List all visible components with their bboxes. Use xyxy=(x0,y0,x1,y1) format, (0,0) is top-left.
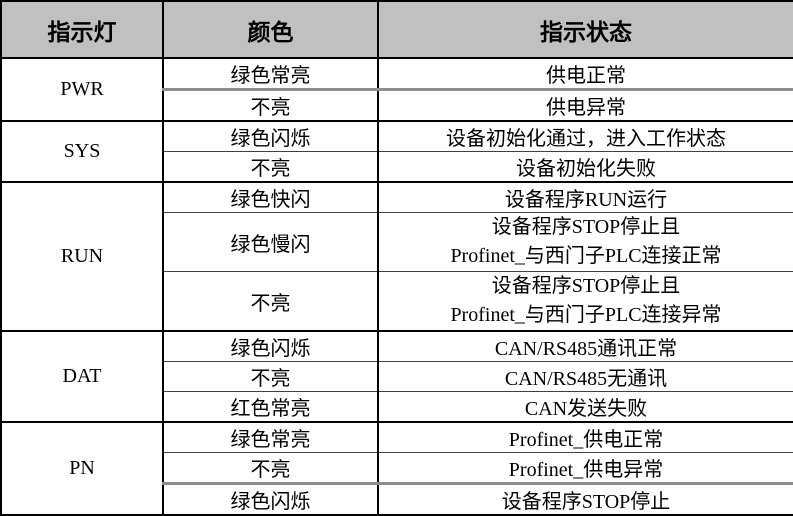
color-cell: 不亮 xyxy=(162,88,378,121)
column-header-state: 指示状态 xyxy=(377,1,793,59)
header-row: 指示灯 颜色 指示状态 xyxy=(1,1,793,59)
state-line: 设备程序STOP停止且 xyxy=(491,275,681,297)
color-cell: 绿色慢闪 xyxy=(162,212,378,272)
state-cell: 设备程序RUN运行 xyxy=(377,181,793,213)
state-cell: CAN发送失败 xyxy=(377,391,793,422)
state-cell: 供电正常 xyxy=(377,57,793,90)
state-cell: 设备程序STOP停止且 Profinet_与西门子PLC连接正常 xyxy=(377,212,793,272)
table-row: 不亮 设备初始化失败 xyxy=(1,151,793,182)
state-line: Profinet_与西门子PLC连接异常 xyxy=(450,304,722,326)
state-cell: 设备初始化通过，进入工作状态 xyxy=(377,120,793,152)
table-row: 不亮 设备程序STOP停止且 Profinet_与西门子PLC连接异常 xyxy=(1,271,793,331)
table-row: SYS 绿色闪烁 设备初始化通过，进入工作状态 xyxy=(1,120,793,182)
state-cell: CAN/RS485通讯正常 xyxy=(377,330,793,362)
color-cell: 不亮 xyxy=(162,271,378,331)
state-cell: Profinet_供电异常 xyxy=(377,452,793,484)
indicator-cell-pn: PN xyxy=(1,421,163,515)
state-cell: 供电异常 xyxy=(377,88,793,121)
table-row: 不亮 CAN/RS485无通讯 xyxy=(1,361,793,392)
table-row: 不亮 供电异常 xyxy=(1,88,793,121)
state-cell: 设备程序STOP停止 xyxy=(377,482,793,515)
table-row: 不亮 Profinet_供电异常 xyxy=(1,452,793,484)
state-line: Profinet_与西门子PLC连接正常 xyxy=(450,245,722,267)
state-cell: CAN/RS485无通讯 xyxy=(377,361,793,392)
column-header-color: 颜色 xyxy=(162,1,378,59)
table-row: DAT 绿色闪烁 CAN/RS485通讯正常 xyxy=(1,330,793,422)
color-cell: 不亮 xyxy=(162,452,378,484)
state-cell: 设备程序STOP停止且 Profinet_与西门子PLC连接异常 xyxy=(377,271,793,331)
color-cell: 绿色闪烁 xyxy=(162,120,378,152)
state-cell: Profinet_供电正常 xyxy=(377,421,793,453)
column-header-indicator: 指示灯 xyxy=(1,1,163,59)
color-cell: 不亮 xyxy=(162,151,378,182)
state-line: 设备程序STOP停止且 xyxy=(491,216,681,238)
state-cell: 设备初始化失败 xyxy=(377,151,793,182)
color-cell: 红色常亮 xyxy=(162,391,378,422)
table-row: 红色常亮 CAN发送失败 xyxy=(1,391,793,422)
color-cell: 不亮 xyxy=(162,361,378,392)
indicator-cell-sys: SYS xyxy=(1,120,163,182)
color-cell: 绿色闪烁 xyxy=(162,482,378,515)
color-cell: 绿色常亮 xyxy=(162,421,378,453)
indicator-cell-run: RUN xyxy=(1,181,163,331)
indicator-cell-dat: DAT xyxy=(1,330,163,422)
table-row: PWR 绿色常亮 供电正常 xyxy=(1,57,793,121)
color-cell: 绿色快闪 xyxy=(162,181,378,213)
table-row: RUN 绿色快闪 设备程序RUN运行 xyxy=(1,181,793,331)
table-row: PN 绿色常亮 Profinet_供电正常 xyxy=(1,421,793,515)
color-cell: 绿色闪烁 xyxy=(162,330,378,362)
indicator-cell-pwr: PWR xyxy=(1,57,163,121)
table-row: 绿色慢闪 设备程序STOP停止且 Profinet_与西门子PLC连接正常 xyxy=(1,212,793,272)
color-cell: 绿色常亮 xyxy=(162,57,378,90)
